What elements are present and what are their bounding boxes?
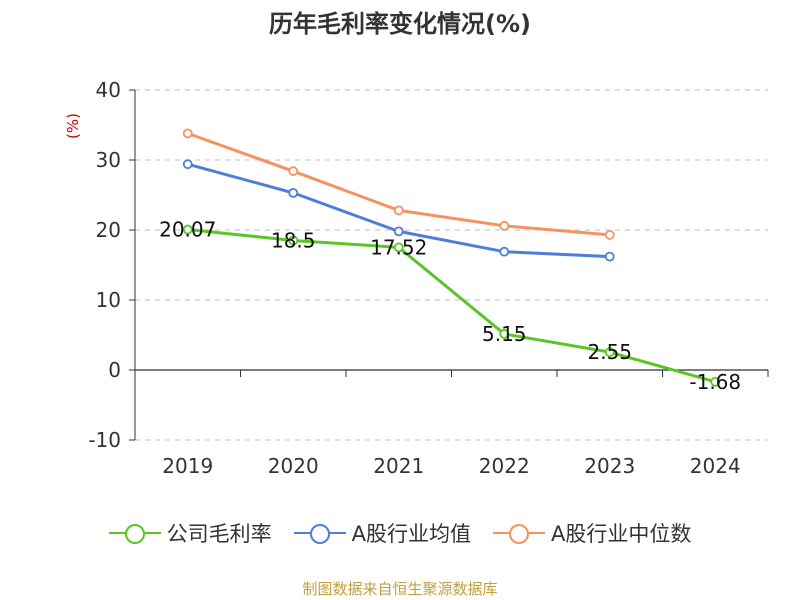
data-source-note: 制图数据来自恒生聚源数据库 — [302, 580, 498, 598]
data-point — [182, 128, 193, 139]
data-label: 18.5 — [271, 229, 316, 253]
x-tick-label: 2019 — [162, 454, 213, 478]
data-label: 17.52 — [370, 235, 427, 259]
x-tick-label: 2022 — [479, 454, 530, 478]
y-tick-label: 20 — [96, 218, 121, 242]
x-tick-label: 2024 — [690, 454, 741, 478]
y-tick-label: 30 — [96, 148, 121, 172]
data-point — [393, 226, 404, 237]
x-tick-label: 2021 — [373, 454, 424, 478]
data-label: 5.15 — [482, 322, 527, 346]
data-label: 2.55 — [587, 340, 632, 364]
data-point — [604, 229, 615, 240]
y-axis-label: (%) — [64, 113, 82, 139]
data-point — [288, 235, 299, 246]
y-tick-label: 10 — [96, 288, 121, 312]
data-point — [288, 187, 299, 198]
x-tick-label: 2023 — [584, 454, 635, 478]
data-label: 20.07 — [159, 218, 216, 242]
y-tick-label: -10 — [88, 428, 121, 452]
legend-marker-icon — [108, 522, 161, 544]
y-tick-label: 0 — [108, 358, 121, 382]
data-point — [288, 166, 299, 177]
data-point — [393, 205, 404, 216]
legend-label: A股行业均值 — [351, 522, 471, 546]
legend-label: 公司毛利率 — [166, 522, 272, 546]
data-point — [604, 251, 615, 262]
y-tick-label: 40 — [96, 78, 121, 102]
series-line — [187, 228, 716, 384]
data-point — [182, 224, 193, 235]
data-point — [710, 376, 721, 387]
data-label: -1.68 — [689, 370, 741, 394]
chart-legend: 公司毛利率 A股行业均值 A股行业中位数 — [0, 518, 800, 548]
data-point — [499, 246, 510, 257]
legend-item-company[interactable]: 公司毛利率 — [108, 518, 272, 548]
data-point — [393, 242, 404, 253]
data-point — [499, 220, 510, 231]
legend-item-industry-median[interactable]: A股行业中位数 — [493, 518, 691, 548]
series-line — [187, 131, 610, 237]
legend-marker-icon — [293, 522, 346, 544]
data-point — [499, 329, 510, 339]
legend-label: A股行业中位数 — [551, 522, 692, 546]
legend-item-industry-mean[interactable]: A股行业均值 — [293, 518, 471, 548]
x-tick-label: 2020 — [268, 454, 319, 478]
data-point — [604, 347, 615, 358]
chart-title: 历年毛利率变化情况(%) — [269, 10, 531, 38]
legend-marker-icon — [493, 522, 545, 544]
data-point — [182, 159, 193, 170]
